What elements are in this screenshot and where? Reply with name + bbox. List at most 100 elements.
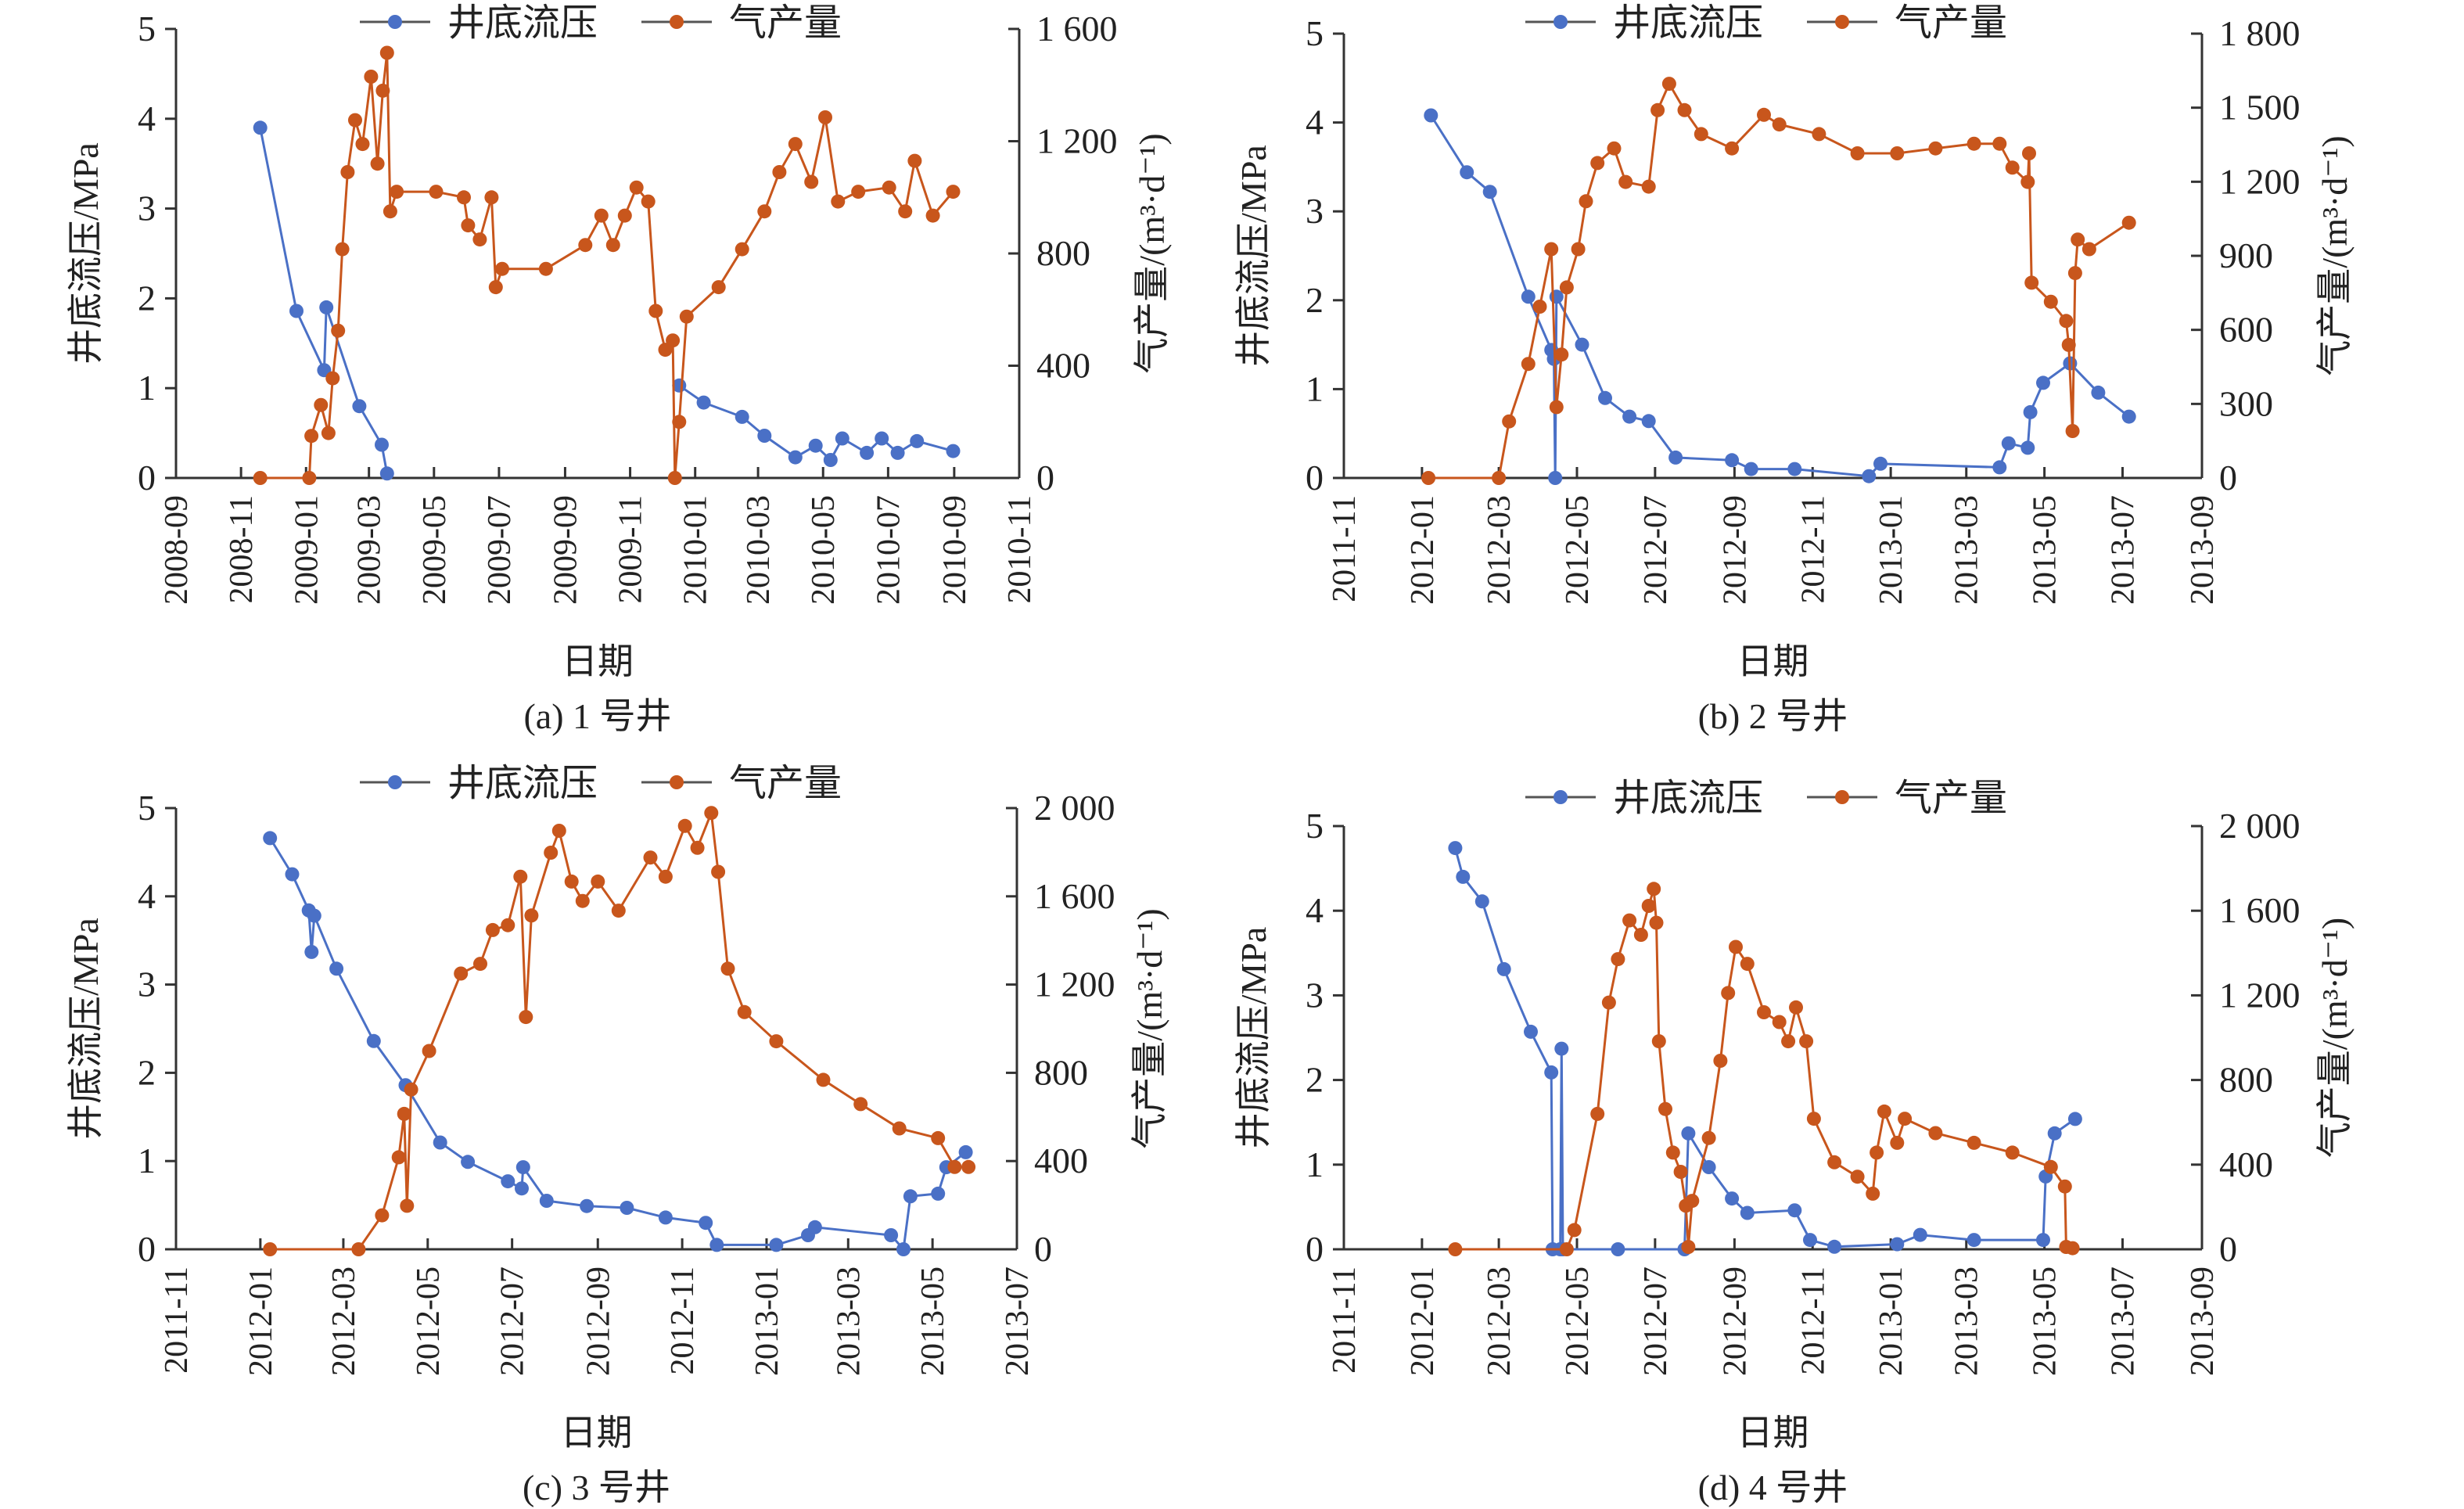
- data-point: [1673, 1165, 1688, 1179]
- legend-label: 气产量: [729, 763, 842, 804]
- x-tick-label: 2012-09: [1717, 495, 1753, 605]
- data-point: [1633, 928, 1648, 942]
- y2-tick-label: 600: [2219, 310, 2273, 350]
- data-point: [672, 415, 687, 429]
- legend-marker: [670, 775, 684, 789]
- data-point: [1928, 1126, 1943, 1141]
- y-axis-label: 井底流压/MPa: [66, 918, 106, 1140]
- x-tick-label: 2013-03: [1949, 1266, 1985, 1376]
- y-tick-label: 1: [138, 1141, 156, 1180]
- y2-tick-label: 2 000: [1034, 788, 1115, 828]
- legend: 井底流压 气产量: [360, 763, 842, 804]
- data-point: [1740, 1205, 1755, 1220]
- x-tick-label: 2012-11: [665, 1266, 701, 1374]
- x-tick-label: 2010-01: [678, 495, 714, 605]
- data-point: [1685, 1194, 1700, 1209]
- x-tick-label: 2013-07: [1000, 1266, 1036, 1376]
- data-point: [896, 1242, 911, 1256]
- data-point: [2071, 232, 2085, 247]
- data-point: [2043, 1159, 2058, 1174]
- data-point: [1812, 127, 1826, 142]
- x-tick-label: 2012-07: [1638, 1266, 1674, 1376]
- data-point: [831, 194, 846, 209]
- data-point: [457, 190, 471, 205]
- data-point: [304, 429, 319, 444]
- data-point: [1622, 913, 1637, 928]
- data-point: [2001, 436, 2016, 451]
- data-point: [1424, 108, 1439, 123]
- legend-label: 气产量: [1895, 778, 2007, 819]
- legend-label: 井底流压: [447, 2, 598, 44]
- x-tick-label: 2010-05: [806, 495, 842, 605]
- data-point: [519, 1010, 533, 1025]
- series-line: [268, 837, 967, 1252]
- data-point: [1890, 1237, 1905, 1252]
- y-tick-label: 2: [1306, 1060, 1324, 1100]
- data-point: [1641, 899, 1656, 913]
- data-point: [1665, 1145, 1680, 1160]
- data-point: [1787, 462, 1802, 476]
- data-point: [1850, 1169, 1865, 1184]
- data-point: [2059, 314, 2074, 329]
- data-point: [472, 232, 487, 247]
- data-point: [947, 1159, 962, 1174]
- data-point: [1967, 1233, 1981, 1248]
- data-point: [2024, 275, 2039, 290]
- legend-marker: [388, 775, 402, 789]
- data-point: [515, 1160, 530, 1175]
- data-point: [348, 113, 362, 128]
- data-point: [304, 944, 319, 959]
- data-point: [958, 1144, 973, 1159]
- data-point: [1661, 77, 1676, 92]
- data-point: [690, 840, 705, 855]
- data-point: [2067, 1112, 2082, 1126]
- y2-tick-label: 800: [2219, 1060, 2273, 1100]
- series-pressure: [253, 120, 961, 481]
- data-point: [335, 242, 350, 257]
- x-tick-label: 2013-01: [1873, 495, 1909, 605]
- data-point: [1460, 165, 1474, 180]
- data-point: [355, 137, 370, 152]
- data-point: [1701, 1130, 1716, 1145]
- data-point: [1492, 471, 1507, 485]
- data-point: [818, 110, 832, 124]
- y2-tick-label: 0: [1036, 458, 1054, 498]
- data-point: [2081, 242, 2096, 257]
- data-point: [1721, 986, 1736, 1001]
- x-tick-label: 2013-05: [2028, 1266, 2064, 1376]
- legend-marker: [670, 15, 684, 29]
- y2-tick-label: 1 200: [2219, 161, 2301, 201]
- data-point: [1502, 414, 1517, 429]
- data-point: [1740, 957, 1755, 972]
- data-point: [875, 431, 889, 446]
- legend-marker: [1553, 15, 1568, 29]
- data-point: [1866, 1186, 1880, 1201]
- series-line: [1430, 114, 2130, 479]
- y2-tick-label: 1 200: [1036, 121, 1118, 161]
- x-tick-label: 2013-05: [2028, 495, 2064, 605]
- legend-label: 气产量: [729, 2, 842, 44]
- y-tick-label: 3: [138, 965, 156, 1004]
- data-point: [1496, 961, 1511, 976]
- data-point: [375, 437, 389, 452]
- data-point: [804, 174, 819, 189]
- data-point: [2065, 1241, 2080, 1256]
- data-point: [1554, 1041, 1569, 1056]
- data-point: [605, 238, 620, 253]
- data-point: [488, 280, 503, 295]
- x-tick-label: 2012-05: [411, 1266, 447, 1376]
- x-tick-label: 2009-11: [613, 495, 649, 603]
- data-point: [851, 185, 866, 199]
- data-point: [931, 1186, 946, 1201]
- series-gas: [1448, 882, 2080, 1256]
- data-point: [1575, 337, 1589, 352]
- data-point: [1967, 136, 1981, 151]
- data-point: [307, 908, 321, 923]
- x-tick-label: 2013-07: [2105, 1266, 2141, 1376]
- x-tick-label: 2011-11: [159, 1266, 195, 1374]
- data-point: [1827, 1155, 1842, 1169]
- data-point: [788, 450, 803, 465]
- x-tick-label: 2013-05: [915, 1266, 951, 1376]
- data-point: [1862, 469, 1877, 483]
- series-line: [1428, 81, 2130, 480]
